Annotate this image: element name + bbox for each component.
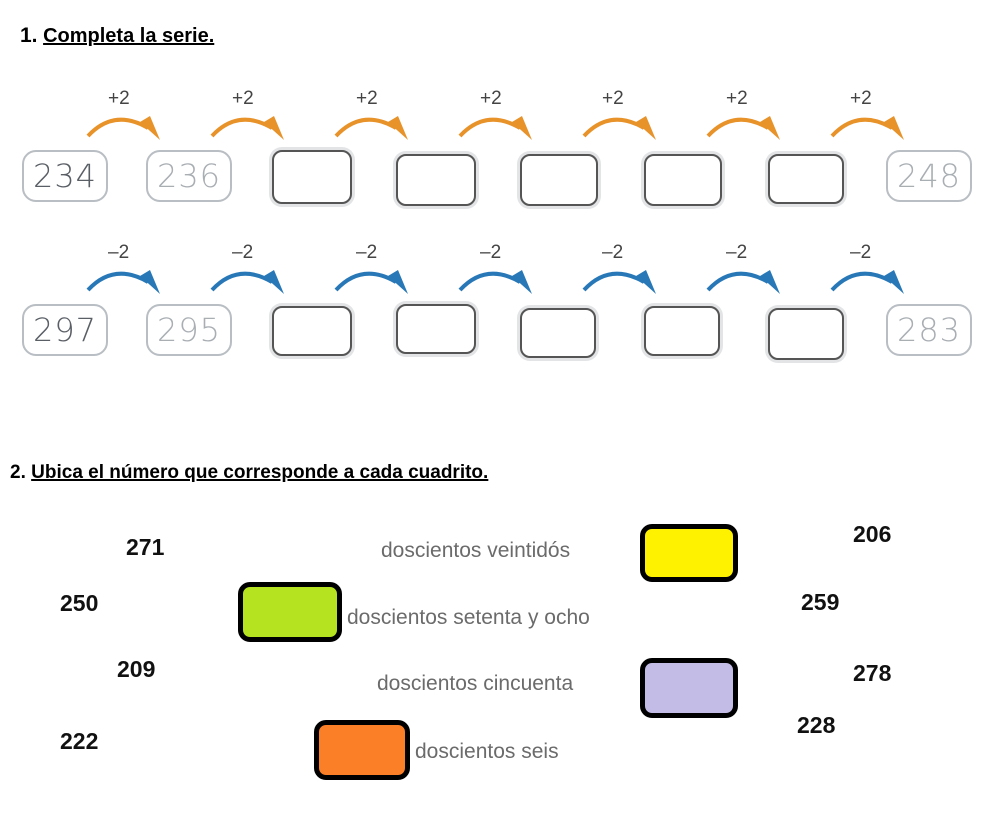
series-blank-cell[interactable] (396, 154, 476, 206)
number-tile[interactable]: 278 (853, 660, 892, 686)
op-label: +2 (108, 88, 130, 109)
number-tile[interactable]: 228 (797, 712, 836, 738)
drop-box-yellow[interactable] (640, 524, 738, 582)
exercise-2-number: 2. (10, 462, 26, 483)
curved-arrow-icon (582, 116, 656, 140)
drop-box-green[interactable] (238, 582, 342, 642)
series-answer-input[interactable] (770, 155, 842, 203)
series-answer-input[interactable] (274, 307, 350, 355)
number-word-label: doscientos cincuenta (377, 672, 574, 695)
op-label: –2 (108, 242, 130, 263)
series-blank-cell[interactable] (396, 304, 476, 354)
number-tile[interactable]: 206 (853, 521, 892, 547)
drop-box-lavender[interactable] (640, 658, 738, 718)
series-answer-input[interactable] (770, 309, 842, 359)
series-given-cell: 283 (886, 304, 972, 356)
series-blank-cell[interactable] (272, 150, 352, 204)
series-given-cell: 248 (886, 150, 972, 202)
series-answer-input[interactable] (274, 151, 350, 203)
curved-arrow-icon (830, 270, 904, 294)
op-label: –2 (356, 242, 378, 263)
curved-arrow-icon (830, 116, 904, 140)
series-given-cell: 236 (146, 150, 232, 202)
series-answer-input[interactable] (522, 309, 594, 357)
op-label: –2 (850, 242, 872, 263)
curved-arrow-icon (458, 116, 532, 140)
exercise-2-title: 2. Ubica el número que corresponde a cad… (10, 462, 488, 484)
curved-arrow-icon (706, 270, 780, 294)
series-blank-cell[interactable] (768, 308, 844, 360)
curved-arrow-icon (334, 270, 408, 294)
series-answer-input[interactable] (398, 155, 474, 205)
number-tile[interactable]: 209 (117, 656, 156, 682)
series-answer-input[interactable] (646, 307, 718, 355)
curved-arrow-icon (86, 270, 160, 294)
number-tile[interactable]: 259 (801, 589, 840, 615)
series-given-cell: 297 (22, 304, 108, 356)
op-label: –2 (726, 242, 748, 263)
series-blank-cell[interactable] (272, 306, 352, 356)
op-label: +2 (356, 88, 378, 109)
curved-arrow-icon (582, 270, 656, 294)
number-tile[interactable]: 250 (60, 590, 99, 616)
series-given-cell: 234 (22, 150, 108, 202)
curved-arrow-icon (86, 116, 160, 140)
op-label: –2 (602, 242, 624, 263)
series-answer-input[interactable] (522, 155, 596, 205)
curved-arrow-icon (210, 116, 284, 140)
series-answer-input[interactable] (646, 155, 720, 205)
curved-arrow-icon (210, 270, 284, 294)
op-label: +2 (232, 88, 254, 109)
number-word-label: doscientos veintidós (381, 539, 571, 562)
number-tile[interactable]: 222 (60, 728, 99, 754)
number-word-label: doscientos seis (415, 740, 559, 763)
op-label: +2 (726, 88, 748, 109)
drop-box-orange[interactable] (314, 720, 410, 780)
exercise-1-number: 1. (20, 24, 38, 47)
curved-arrow-icon (334, 116, 408, 140)
series-blank-cell[interactable] (644, 154, 722, 206)
number-tile[interactable]: 271 (126, 534, 165, 560)
series-given-cell: 295 (146, 304, 232, 356)
series-blank-cell[interactable] (644, 306, 720, 356)
exercise-2-heading: Ubica el número que corresponde a cada c… (31, 462, 489, 483)
curved-arrow-icon (706, 116, 780, 140)
op-label: –2 (480, 242, 502, 263)
op-label: +2 (480, 88, 502, 109)
series-blank-cell[interactable] (520, 154, 598, 206)
series-answer-input[interactable] (398, 305, 474, 353)
op-label: +2 (850, 88, 872, 109)
series-blank-cell[interactable] (520, 308, 596, 358)
curved-arrow-icon (458, 270, 532, 294)
series-blank-cell[interactable] (768, 154, 844, 204)
number-word-label: doscientos setenta y ocho (347, 606, 590, 629)
exercise-1-title: 1. Completa la serie. (20, 24, 214, 48)
exercise-1-heading: Completa la serie. (43, 25, 215, 47)
op-label: –2 (232, 242, 254, 263)
op-label: +2 (602, 88, 624, 109)
